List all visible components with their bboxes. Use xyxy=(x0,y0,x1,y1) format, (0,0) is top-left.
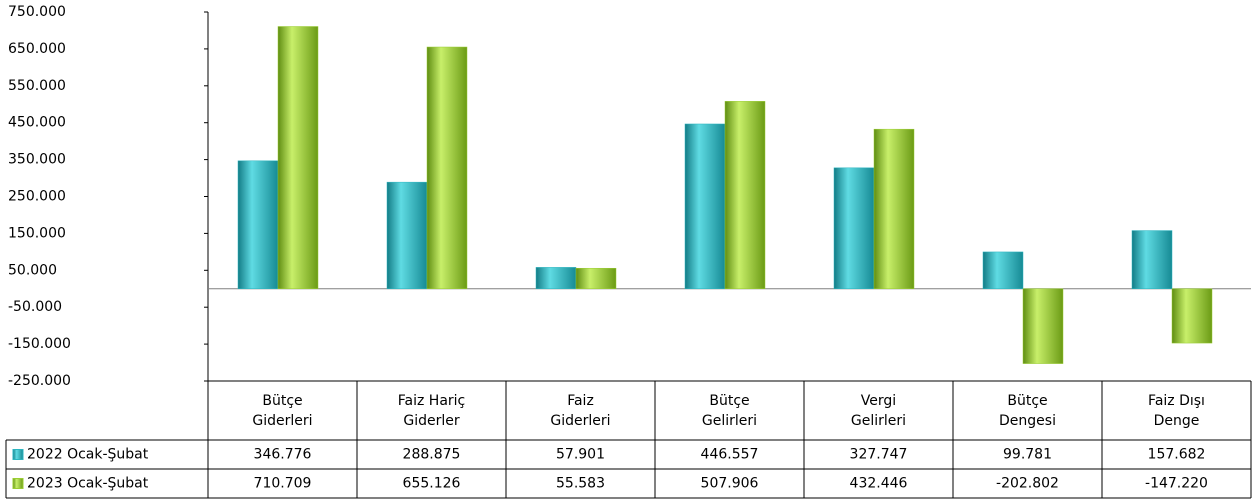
table-value: 288.875 xyxy=(403,447,461,463)
y-tick-label: -50.000 xyxy=(8,299,62,315)
bar xyxy=(1171,288,1213,344)
bar xyxy=(237,160,279,289)
bar xyxy=(873,128,915,289)
x-tick-label: Faiz Dışı Denge xyxy=(1148,393,1205,429)
y-tick-label: 650.000 xyxy=(8,41,66,57)
legend-label: 2022 Ocak-Şubat xyxy=(27,447,149,463)
legend-key xyxy=(12,449,24,460)
legend-label: 2023 Ocak-Şubat xyxy=(27,476,149,492)
x-tick-label: Bütçe Gelirleri xyxy=(702,393,757,429)
y-tick-label: 350.000 xyxy=(8,152,66,168)
bar xyxy=(833,167,875,289)
bar xyxy=(386,181,428,289)
bar xyxy=(724,101,766,289)
y-tick-label: 250.000 xyxy=(8,189,66,205)
table-value: 99.781 xyxy=(1003,447,1052,463)
table-value: -202.802 xyxy=(996,476,1059,492)
bar xyxy=(982,251,1024,290)
legend-key xyxy=(12,478,24,489)
y-tick-label: 50.000 xyxy=(8,262,57,278)
table-value: 57.901 xyxy=(556,447,605,463)
y-tick-label: 550.000 xyxy=(8,78,66,94)
bar xyxy=(426,46,468,290)
table-value: 55.583 xyxy=(556,476,605,492)
x-tick-label: Bütçe Dengesi xyxy=(999,393,1056,429)
bar xyxy=(1022,288,1064,364)
table-value: 655.126 xyxy=(403,476,461,492)
x-tick-label: Faiz Hariç Giderler xyxy=(398,393,465,429)
bar xyxy=(575,267,617,289)
table-value: 710.709 xyxy=(254,476,312,492)
bar xyxy=(1131,230,1173,289)
table-value: -147.220 xyxy=(1145,476,1208,492)
table-value: 507.906 xyxy=(701,476,759,492)
x-tick-label: Vergi Gelirleri xyxy=(851,393,906,429)
table-value: 446.557 xyxy=(701,447,759,463)
bar xyxy=(277,26,319,289)
y-tick-label: 150.000 xyxy=(8,225,66,241)
y-tick-label: 750.000 xyxy=(8,4,66,20)
table-value: 346.776 xyxy=(254,447,312,463)
x-tick-label: Faiz Giderleri xyxy=(550,393,610,429)
table-value: 327.747 xyxy=(850,447,908,463)
y-tick-label: -250.000 xyxy=(8,373,71,389)
y-tick-label: -150.000 xyxy=(8,336,71,352)
y-tick-label: 450.000 xyxy=(8,115,66,131)
bar xyxy=(535,267,577,289)
x-tick-label: Bütçe Giderleri xyxy=(252,393,312,429)
bar xyxy=(684,123,726,289)
table-value: 432.446 xyxy=(850,476,908,492)
table-value: 157.682 xyxy=(1148,447,1206,463)
